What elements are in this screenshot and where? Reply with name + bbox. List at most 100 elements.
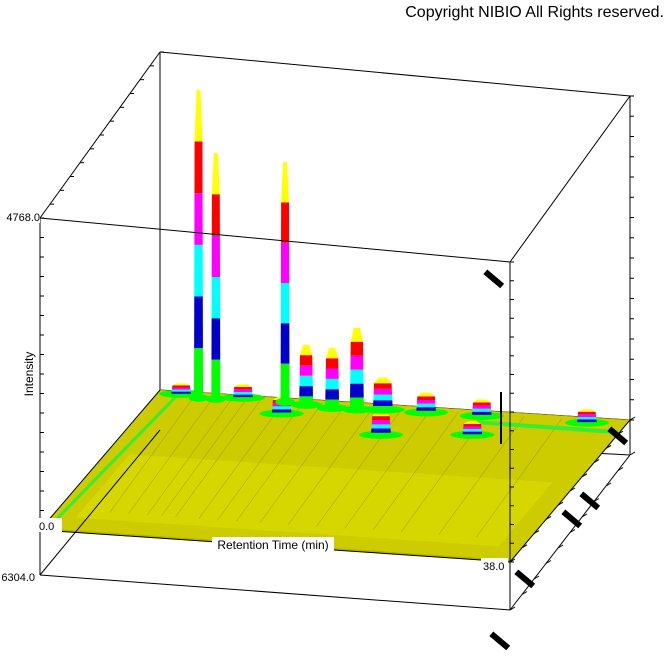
peak-12-band-4 — [281, 202, 290, 243]
surface-streak-9 — [288, 406, 375, 525]
surface-sheen — [75, 454, 553, 547]
tick-depth-right-2 — [533, 575, 540, 580]
peak-3-band-5 — [350, 327, 364, 342]
x-tick-min: 0.0 — [39, 521, 54, 533]
peak-8-band-2 — [373, 394, 393, 401]
depth-tick-label-5 — [489, 631, 511, 651]
tick-floor-right-3 — [545, 515, 552, 520]
peak-0-band-1 — [371, 428, 391, 433]
tick-depth-right-0 — [509, 606, 516, 611]
surface-streak-4 — [175, 399, 262, 518]
box-edge-front-4 — [39, 389, 161, 531]
peak-9-band-2 — [416, 403, 436, 408]
peak-11-band-5 — [578, 409, 596, 412]
x-tick-max: 38.0 — [483, 561, 504, 573]
tick-depth-right-5 — [569, 529, 576, 533]
surface-streak-0 — [109, 394, 196, 513]
depth-tick-label-3 — [561, 509, 583, 529]
peak-3-band-3 — [350, 355, 364, 370]
copyright-notice: Copyright NIBIO All Rights reserved. — [405, 4, 664, 21]
peaks-layer — [159, 89, 609, 439]
peak-14-band-4 — [233, 386, 252, 390]
peak-13 — [159, 383, 204, 398]
peak-14-band-3 — [233, 389, 253, 392]
peak-6-band-3 — [211, 235, 221, 277]
tick-depth-right-6 — [581, 513, 588, 518]
peak-4-band-0 — [325, 399, 340, 410]
peak-14-band-0 — [232, 397, 253, 400]
peak-9-band-1 — [416, 407, 436, 411]
depth-tick-label-4 — [514, 569, 536, 589]
tick-floor-right-7 — [593, 459, 600, 464]
peak-13-band-2 — [171, 389, 191, 392]
tick-depth-right-9 — [617, 467, 624, 471]
peak-4-band-1 — [325, 389, 339, 400]
peak-3-band-4 — [350, 341, 364, 356]
peak-8 — [360, 377, 405, 414]
surface-streak-2 — [147, 397, 234, 516]
tick-depth-right-1 — [521, 591, 528, 595]
surface-streak-1 — [128, 396, 215, 514]
tick-floor-right-4 — [557, 501, 564, 506]
surface-streak-8 — [259, 404, 346, 523]
peak-0 — [358, 412, 403, 439]
peak-8-band-3 — [373, 388, 393, 395]
peak-14 — [220, 384, 265, 402]
box-edge-front-5 — [39, 574, 511, 611]
tick-depth-right-10 — [629, 451, 636, 456]
x-max-label-bg — [481, 558, 508, 572]
peak-3 — [341, 327, 373, 414]
peak-9 — [404, 392, 449, 417]
peak-12-band-2 — [280, 283, 290, 324]
peak-9-band-3 — [416, 399, 436, 404]
peak-11 — [564, 409, 609, 427]
depth-marker-bar — [500, 392, 502, 444]
peak-1-band-5 — [463, 421, 482, 424]
peak-14-band-5 — [234, 384, 252, 387]
peak-2-band-2 — [272, 406, 292, 410]
peak-5-band-0 — [194, 348, 204, 400]
peak-0-band-3 — [371, 420, 391, 425]
z-bottom-label-bg — [0, 569, 36, 583]
peak-1-band-0 — [462, 434, 483, 437]
peak-13-band-0 — [171, 393, 192, 396]
peak-4 — [316, 347, 348, 412]
peak-1-band-4 — [463, 423, 482, 427]
peak-9-band-4 — [417, 396, 436, 400]
axis-ticks — [40, 51, 636, 651]
peak-1-band-2 — [462, 429, 482, 432]
peak-11-band-1 — [577, 419, 597, 423]
peak-7-band-4 — [299, 355, 313, 366]
peak-7-band-3 — [299, 365, 313, 376]
peak-12 — [275, 162, 295, 406]
z-top-label-bg — [0, 209, 40, 223]
tick-floor-right-10 — [629, 416, 636, 421]
tick-depth-right-4 — [557, 544, 564, 549]
peak-10-band-3 — [472, 405, 492, 409]
tick-depth-right-7 — [593, 498, 600, 502]
peak-10-band-4 — [472, 402, 491, 406]
peak-11-band-4 — [577, 411, 596, 415]
peak-9-band-5 — [417, 392, 435, 397]
peak-11-band-2 — [577, 416, 597, 420]
peak-11-band-3 — [577, 414, 597, 417]
peak-5 — [188, 89, 209, 402]
peak-5-band-1 — [194, 296, 203, 349]
peak-1-band-1 — [462, 431, 483, 435]
surface-streak-15 — [476, 418, 563, 538]
surface-streak-11 — [344, 410, 431, 529]
peak-6-band-1 — [211, 318, 221, 360]
depth-tick-label-1 — [607, 426, 629, 446]
box-edge-front-7 — [39, 429, 161, 576]
peak-10 — [459, 399, 504, 420]
peak-7-band-0 — [299, 396, 314, 407]
peak-13-band-4 — [172, 385, 191, 388]
x-min-label-bg — [38, 518, 62, 532]
tick-floor-right-0 — [509, 558, 516, 563]
x-axis-label-bg — [212, 537, 334, 552]
x-axis-label: Retention Time (min) — [217, 538, 328, 552]
peak-0-band-0 — [370, 432, 391, 437]
peak-4-band-2 — [325, 378, 339, 390]
tick-floor-right-5 — [569, 487, 576, 492]
z-top-label: 4768.0 — [6, 212, 40, 224]
